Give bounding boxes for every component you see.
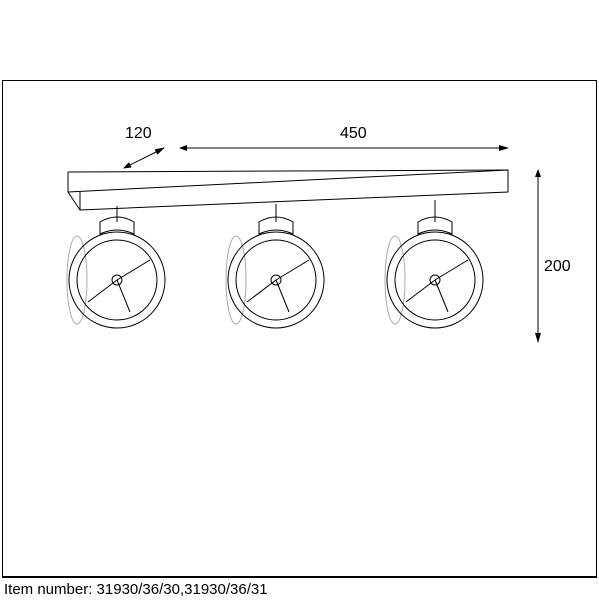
dimension-arrows: [124, 148, 538, 342]
drawing-svg: [0, 0, 599, 600]
technical-drawing: 120 450 200 Item number: 31930/36/30,319…: [0, 0, 599, 600]
spotlight-1: [67, 206, 165, 328]
spotlight-2: [226, 204, 324, 328]
spotlight-3: [385, 200, 483, 328]
mounting-bar: [68, 170, 508, 210]
